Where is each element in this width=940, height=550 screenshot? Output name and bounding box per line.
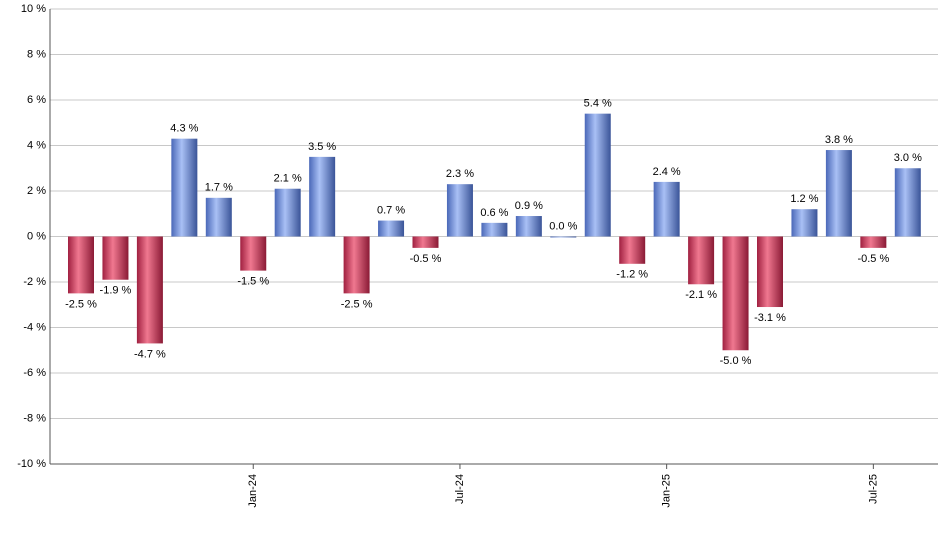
bar xyxy=(791,209,818,237)
y-tick-label: 4 % xyxy=(27,139,46,151)
value-label: -0.5 % xyxy=(857,253,889,265)
bar xyxy=(825,150,852,237)
y-tick-label: -4 % xyxy=(23,321,46,333)
value-label: 2.3 % xyxy=(446,168,474,180)
value-label: 4.3 % xyxy=(170,123,198,135)
bar xyxy=(515,216,542,237)
value-label: -2.1 % xyxy=(685,289,717,301)
bar xyxy=(894,168,921,237)
value-label: -4.7 % xyxy=(134,348,166,360)
value-label: 3.8 % xyxy=(825,134,853,146)
value-label: 5.4 % xyxy=(584,98,612,110)
value-label: 3.0 % xyxy=(894,152,922,164)
value-label: -2.5 % xyxy=(341,298,373,310)
value-label: -3.1 % xyxy=(754,312,786,324)
bar xyxy=(171,138,198,237)
bar xyxy=(481,222,508,237)
value-label: 1.7 % xyxy=(205,182,233,194)
y-tick-label: 8 % xyxy=(27,48,46,60)
value-label: 2.4 % xyxy=(653,166,681,178)
value-label: 1.2 % xyxy=(790,193,818,205)
bar xyxy=(688,236,715,285)
bar xyxy=(102,236,129,280)
x-tick-label: Jul-25 xyxy=(867,474,879,504)
bar xyxy=(205,197,232,237)
y-tick-label: 2 % xyxy=(27,185,46,197)
bar xyxy=(309,156,336,237)
bar xyxy=(68,236,94,294)
value-label: 0.6 % xyxy=(480,207,508,219)
x-tick-label: Jul-24 xyxy=(454,474,466,504)
y-tick-label: 0 % xyxy=(27,230,46,242)
y-tick-label: 10 % xyxy=(21,3,46,15)
y-tick-label: -8 % xyxy=(23,412,46,424)
value-label: -1.5 % xyxy=(237,276,269,288)
bar xyxy=(343,236,370,294)
y-tick-label: -10 % xyxy=(17,458,46,470)
value-label: 0.0 % xyxy=(549,220,577,232)
bar xyxy=(412,236,439,248)
value-label: -2.5 % xyxy=(65,298,97,310)
value-label: 0.7 % xyxy=(377,204,405,216)
value-label: 3.5 % xyxy=(308,141,336,153)
bar xyxy=(274,188,301,237)
bar xyxy=(136,236,163,344)
value-label: -5.0 % xyxy=(720,355,752,367)
y-tick-label: 6 % xyxy=(27,94,46,106)
bar xyxy=(584,113,611,237)
x-tick-label: Jan-24 xyxy=(247,474,259,508)
value-label: 0.9 % xyxy=(515,200,543,212)
value-label: -0.5 % xyxy=(410,253,442,265)
bar xyxy=(860,236,887,248)
bar xyxy=(550,236,577,238)
y-tick-label: -2 % xyxy=(23,276,46,288)
bar xyxy=(757,236,783,308)
bar xyxy=(619,236,646,264)
value-label: 2.1 % xyxy=(274,173,302,185)
bar xyxy=(446,184,473,237)
bar xyxy=(240,236,267,271)
bar xyxy=(378,220,405,237)
x-tick-label: Jan-25 xyxy=(661,474,673,508)
bar xyxy=(653,181,680,237)
value-label: -1.9 % xyxy=(100,285,132,297)
bar xyxy=(722,236,749,351)
value-label: -1.2 % xyxy=(616,269,648,281)
y-tick-label: -6 % xyxy=(23,367,46,379)
